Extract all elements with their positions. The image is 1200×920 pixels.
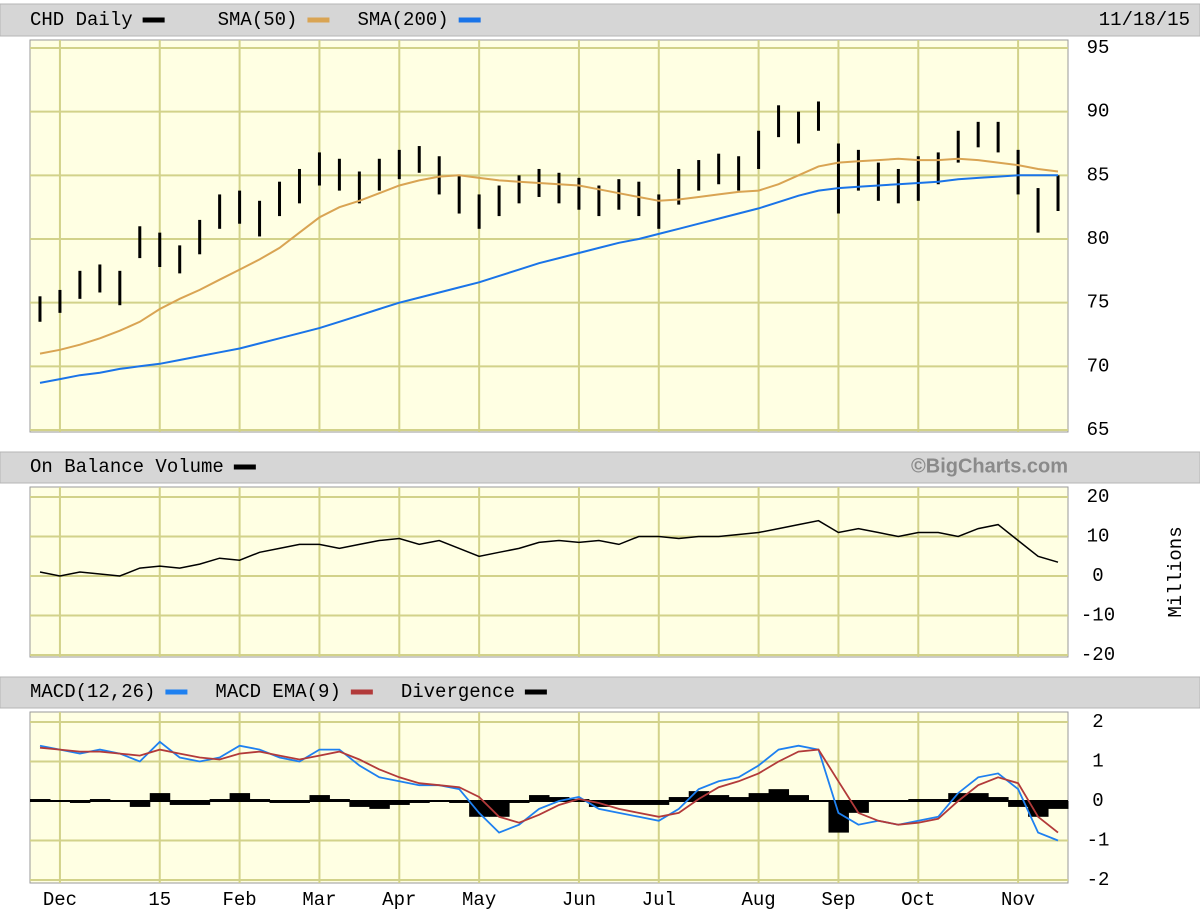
- y-tick-label: 85: [1087, 164, 1110, 186]
- y-tick-label: -2: [1087, 869, 1110, 891]
- divergence-bar: [748, 793, 770, 801]
- y-tick-label: 0: [1092, 565, 1103, 587]
- legend-label: SMA(200): [357, 9, 448, 31]
- x-tick-label: Apr: [382, 889, 416, 911]
- divergence-bar: [1048, 801, 1069, 809]
- divergence-bar: [289, 801, 310, 803]
- divergence-bar: [608, 801, 630, 805]
- divergence-bar: [828, 801, 849, 833]
- y-tick-label: 70: [1087, 355, 1110, 377]
- y-tick-label: 1: [1092, 751, 1103, 773]
- divergence-bar: [229, 793, 251, 801]
- divergence-bar: [389, 801, 410, 805]
- y-tick-label: 75: [1087, 292, 1110, 314]
- y-tick-label: 20: [1087, 486, 1110, 508]
- header-bar: [0, 3, 1200, 37]
- divergence-bar: [788, 795, 809, 801]
- legend-label: Divergence: [401, 681, 515, 703]
- y-tick-label: 90: [1087, 101, 1110, 123]
- divergence-bar: [509, 801, 530, 803]
- date-label: 11/18/15: [1099, 9, 1190, 31]
- divergence-bar: [648, 801, 670, 805]
- divergence-bar: [948, 793, 969, 801]
- series-line: [39, 157, 1059, 355]
- divergence-bar: [469, 801, 490, 817]
- divergence-bar: [549, 797, 570, 801]
- series-line: [39, 519, 1059, 577]
- divergence-bar: [529, 795, 550, 801]
- divergence-bar: [768, 789, 790, 801]
- divergence-bar: [269, 801, 290, 803]
- x-tick-label: Aug: [741, 889, 775, 911]
- x-tick-label: Mar: [302, 889, 336, 911]
- divergence-bar: [449, 801, 470, 803]
- x-tick-label: Oct: [901, 889, 935, 911]
- legend-label: SMA(50): [218, 9, 298, 31]
- divergence-bar: [349, 801, 370, 807]
- y-tick-label: 2: [1092, 711, 1103, 733]
- divergence-bar: [329, 799, 350, 801]
- legend-label: MACD(12,26): [30, 681, 155, 703]
- x-tick-label: Jul: [642, 889, 676, 911]
- divergence-bar: [30, 799, 51, 801]
- divergence-bar: [988, 797, 1009, 801]
- divergence-bar: [568, 799, 590, 801]
- divergence-bar: [728, 797, 750, 801]
- divergence-bar: [708, 795, 730, 801]
- header-bar: [0, 451, 1200, 484]
- y-tick-label: 10: [1087, 526, 1110, 548]
- y-tick-label: 65: [1087, 419, 1110, 441]
- divergence-bar: [409, 801, 430, 803]
- divergence-bar: [848, 801, 869, 813]
- divergence-bar: [369, 801, 390, 809]
- divergence-bar: [309, 795, 330, 801]
- divergence-bar: [968, 793, 989, 801]
- divergence-bar: [688, 791, 710, 801]
- divergence-bar: [1008, 801, 1029, 807]
- series-line: [39, 174, 1058, 384]
- divergence-bar: [149, 793, 171, 801]
- legend-label: MACD EMA(9): [215, 681, 340, 703]
- divergence-bar: [928, 799, 949, 801]
- y-tick-label: -10: [1081, 605, 1115, 627]
- divergence-bar: [129, 801, 151, 807]
- watermark: ©BigCharts.com: [911, 455, 1068, 477]
- y-tick-label: 80: [1087, 228, 1110, 250]
- x-tick-label: Jun: [562, 889, 596, 911]
- divergence-bar: [189, 801, 211, 805]
- divergence-bar: [249, 799, 271, 801]
- legend-label: CHD Daily: [30, 9, 133, 31]
- x-tick-label: Feb: [222, 889, 256, 911]
- y-tick-label: -20: [1081, 644, 1115, 666]
- legend-label: On Balance Volume: [30, 456, 224, 478]
- x-tick-label: 15: [148, 889, 171, 911]
- y-tick-label: -1: [1087, 830, 1110, 852]
- plot-background: [29, 486, 1069, 658]
- divergence-bar: [908, 799, 929, 801]
- header-bar: [0, 676, 1200, 709]
- x-tick-label: Dec: [43, 889, 77, 911]
- divergence-bar: [668, 797, 690, 801]
- y-tick-label: 95: [1087, 37, 1110, 59]
- x-tick-label: Nov: [1001, 889, 1035, 911]
- x-tick-label: May: [462, 889, 496, 911]
- series-line: [39, 746, 1059, 834]
- plot-background: [29, 39, 1069, 433]
- y-axis-label: Millions: [1165, 526, 1187, 617]
- divergence-bar: [209, 799, 231, 801]
- divergence-bar: [628, 801, 650, 805]
- divergence-bar: [89, 799, 111, 801]
- divergence-bar: [69, 801, 91, 803]
- x-tick-label: Sep: [821, 889, 855, 911]
- divergence-bar: [169, 801, 191, 805]
- y-tick-label: 0: [1092, 790, 1103, 812]
- divergence-bar: [1028, 801, 1049, 817]
